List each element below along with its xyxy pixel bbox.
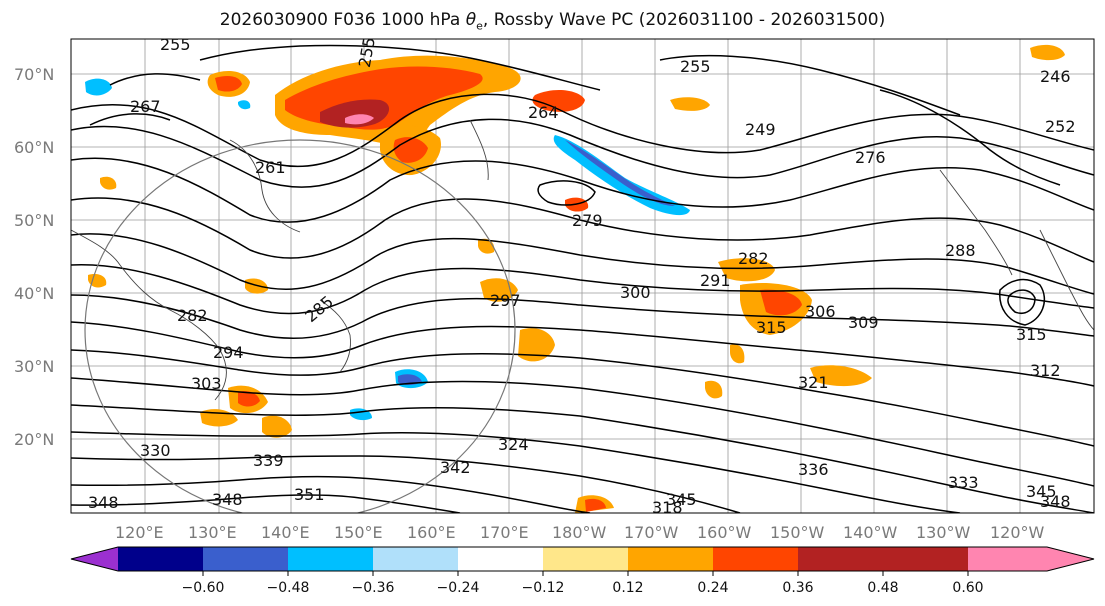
lon-label: 150°E — [334, 523, 383, 542]
contour-label: 297 — [490, 291, 521, 310]
contour-label: 264 — [528, 103, 559, 122]
contour-labels: 255 255 255 249 246 252 267 261 276 279 … — [88, 35, 1076, 517]
colorbar-tick-label: −0.60 — [182, 580, 225, 596]
colorbar-tick-label: −0.36 — [352, 580, 395, 596]
colorbar-tick-label: 0.24 — [697, 580, 728, 596]
colorbar-segment — [288, 547, 373, 571]
region-outline — [84, 139, 516, 513]
colorbar-segment — [203, 547, 288, 571]
contour-label: 261 — [255, 158, 286, 177]
contour-label: 312 — [1030, 361, 1061, 380]
contour-label: 342 — [440, 458, 471, 477]
contour-label: 336 — [798, 460, 829, 479]
contour-label: 315 — [756, 318, 787, 337]
title-suffix: , Rossby Wave PC (2026031100 - 202603150… — [482, 10, 886, 30]
contour-label: 291 — [700, 271, 731, 290]
contour-label: 279 — [572, 211, 603, 230]
colorbar-tick-label: −0.48 — [267, 580, 310, 596]
contour-label: 321 — [798, 373, 829, 392]
contour-label: 255 — [680, 57, 711, 76]
colorbar: −0.60 −0.48 −0.36 −0.24 −0.12 0.12 0.24 … — [70, 546, 1095, 596]
contour-label: 324 — [498, 435, 529, 454]
lon-label: 120°E — [115, 523, 164, 542]
colorbar-segment — [458, 547, 543, 571]
title-theta-sub: e — [476, 19, 483, 33]
title-prefix: 2026030900 F036 1000 hPa — [219, 10, 466, 30]
contour-label: 288 — [945, 241, 976, 260]
contour-label: 300 — [620, 283, 651, 302]
contour-label: 333 — [948, 473, 979, 492]
map-frame — [70, 38, 1095, 514]
longitude-labels: 120°E 130°E 140°E 150°E 160°E 170°E 180°… — [115, 523, 1045, 542]
lat-label: 60°N — [14, 138, 54, 157]
figure-title: 2026030900 F036 1000 hPa θe, Rossby Wave… — [0, 10, 1105, 32]
map-content — [71, 39, 1094, 513]
lat-label: 40°N — [14, 284, 54, 303]
colorbar-segment — [543, 547, 628, 571]
lat-label: 70°N — [14, 65, 54, 84]
latitude-labels: 70°N 60°N 50°N 40°N 30°N 20°N — [14, 65, 54, 449]
lon-label: 150°W — [770, 523, 825, 542]
lon-label: 120°W — [990, 523, 1045, 542]
lon-label: 130°E — [188, 523, 237, 542]
colorbar-ticks — [202, 571, 969, 576]
lon-label: 180°W — [552, 523, 607, 542]
lon-label: 170°W — [624, 523, 679, 542]
contour-label: 276 — [855, 148, 886, 167]
warm-anomaly-shading — [88, 44, 1065, 513]
contour-label: 267 — [130, 97, 161, 116]
contour-label: 249 — [745, 120, 776, 139]
contour-label: 252 — [1045, 117, 1076, 136]
colorbar-tick-label: 0.60 — [952, 580, 983, 596]
colorbar-min-arrow — [71, 547, 118, 571]
lon-label: 170°E — [480, 523, 529, 542]
lon-label: 160°W — [697, 523, 752, 542]
contour-label: 294 — [213, 343, 244, 362]
lon-label: 160°E — [407, 523, 456, 542]
colorbar-tick-label: −0.24 — [437, 580, 480, 596]
colorbar-outline — [70, 546, 1095, 572]
map-area — [71, 39, 1094, 513]
colorbar-segment — [373, 547, 458, 571]
contour-label: 282 — [177, 306, 208, 325]
colorbar-segment — [798, 547, 883, 571]
colorbar-segment — [883, 547, 968, 571]
contour-label: 303 — [191, 374, 222, 393]
contour-label: 348 — [212, 490, 243, 509]
contour-label: 330 — [140, 441, 171, 460]
contour-label: 348 — [1040, 492, 1071, 511]
contour-label: 306 — [805, 302, 836, 321]
contour-label: 318 — [652, 498, 683, 517]
colorbar-tick-labels: −0.60 −0.48 −0.36 −0.24 −0.12 0.12 0.24 … — [182, 580, 984, 596]
contour-label: 315 — [1016, 325, 1047, 344]
lon-label: 130°W — [916, 523, 971, 542]
lat-label: 20°N — [14, 430, 54, 449]
contour-label: 309 — [848, 313, 879, 332]
colorbar-segment — [713, 547, 798, 571]
coastlines — [71, 119, 1094, 401]
colorbar-segment — [628, 547, 713, 571]
contour-label: 282 — [738, 249, 769, 268]
contour-label: 345 — [1026, 482, 1057, 501]
colorbar-tick-label: 0.36 — [782, 580, 813, 596]
colorbar-tick-label: −0.12 — [522, 580, 565, 596]
contour-label: 351 — [294, 485, 325, 504]
contour-label: 339 — [253, 451, 284, 470]
colorbar-tick-label: 0.12 — [612, 580, 643, 596]
lat-label: 30°N — [14, 357, 54, 376]
contour-label: 255 — [160, 35, 191, 54]
lon-label: 140°E — [261, 523, 310, 542]
lon-label: 140°W — [843, 523, 898, 542]
contour-label: 348 — [88, 493, 119, 512]
colorbar-tick-label: 0.48 — [867, 580, 898, 596]
contour-label: 345 — [666, 490, 697, 509]
contour-label: 246 — [1040, 67, 1071, 86]
title-theta: θ — [465, 10, 477, 30]
lat-label: 50°N — [14, 211, 54, 230]
colorbar-segment — [118, 547, 203, 571]
